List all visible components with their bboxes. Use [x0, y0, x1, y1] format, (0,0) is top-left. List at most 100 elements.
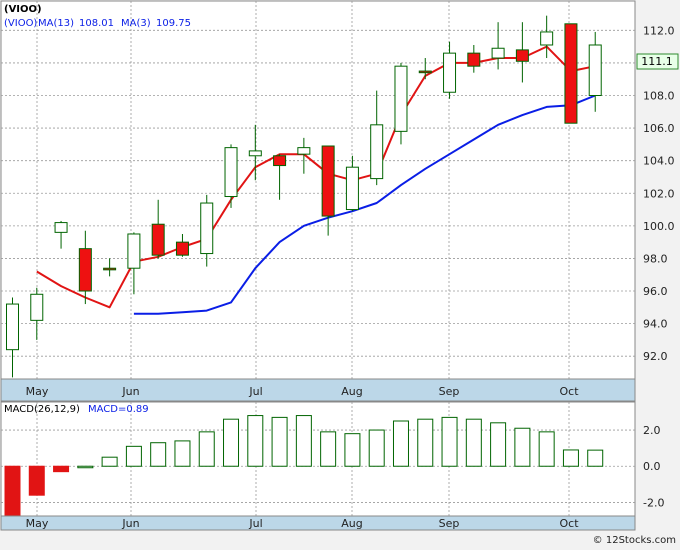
- price-y-tick-label: 108.0: [643, 90, 675, 103]
- price-y-tick-label: 104.0: [643, 155, 675, 168]
- ma-short-value: 109.75: [156, 18, 191, 29]
- macd-bar-positive: [150, 442, 167, 467]
- macd-bar-positive: [174, 440, 191, 467]
- macd-month-label: Jun: [121, 517, 139, 530]
- candle-body: [443, 52, 457, 93]
- macd-bar-positive: [320, 431, 337, 467]
- price-month-label: May: [26, 385, 49, 398]
- candle-up: [345, 155, 359, 212]
- candle-up: [443, 41, 457, 99]
- candle-body: [273, 155, 287, 167]
- price-y-tick-label: 112.0: [643, 24, 675, 37]
- macd-bar-positive: [417, 418, 434, 467]
- price-month-label: Jul: [248, 385, 262, 398]
- candle-body: [175, 241, 189, 256]
- macd-bar-positive: [198, 431, 215, 467]
- macd-bar-positive: [101, 456, 118, 467]
- candle-down: [515, 22, 529, 83]
- price-month-label: Aug: [341, 385, 362, 398]
- candle-down: [273, 154, 287, 200]
- macd-bar-positive: [344, 433, 361, 467]
- macd-bar-positive: [295, 415, 312, 467]
- macd-bar-positive: [271, 416, 288, 467]
- price-y-tick-label: 92.0: [643, 350, 668, 363]
- candle-down: [175, 233, 189, 257]
- candle-body: [588, 44, 602, 96]
- candle-up: [248, 124, 262, 181]
- price-month-labels: May Jun Jul Aug Sep Oct: [26, 385, 580, 398]
- candle-down: [103, 258, 117, 277]
- ma-13-line: [133, 94, 596, 315]
- price-legend-ticker: (VIOO): [4, 18, 37, 29]
- macd-bar-positive: [490, 422, 507, 467]
- macd-bar-positive: [392, 420, 409, 467]
- macd-bar-positive: [125, 445, 142, 467]
- price-month-strip: [0, 378, 636, 402]
- candle-up: [6, 297, 19, 378]
- macd-y-tick-label: 0.0: [643, 460, 661, 473]
- price-month-label: Oct: [559, 385, 579, 398]
- last-price-value: 111.1: [641, 55, 673, 68]
- macd-bar-negative: [4, 465, 21, 517]
- candle-body: [6, 303, 19, 351]
- candle-body: [491, 47, 505, 59]
- macd-header: MACD(26,12,9) MACD=0.89: [4, 404, 149, 415]
- macd-bar-positive: [514, 427, 531, 467]
- candle-body: [54, 222, 68, 233]
- candle-up: [588, 31, 602, 112]
- ma-short-label: MA(3): [121, 18, 151, 29]
- macd-month-labels: May Jun Jul Aug Sep Oct: [26, 517, 580, 530]
- candle-down: [321, 145, 335, 236]
- candle-up: [540, 15, 554, 59]
- macd-bar-positive: [562, 449, 579, 467]
- candle-body: [78, 248, 92, 292]
- candle-body: [248, 150, 262, 157]
- last-price-badge: 111.1: [636, 53, 679, 70]
- ma-long-value: 108.01: [79, 18, 114, 29]
- macd-value: MACD=0.89: [88, 404, 149, 415]
- macd-y-ticks: -2.0 0.0 2.0: [643, 424, 664, 509]
- candle-down: [564, 23, 578, 124]
- candle-up: [30, 287, 44, 340]
- macd-month-label: Sep: [439, 517, 460, 530]
- ma-long-label: MA(13): [38, 18, 74, 29]
- price-y-tick-label: 102.0: [643, 187, 675, 200]
- candle-body: [540, 31, 554, 46]
- price-y-tick-label: 100.0: [643, 220, 675, 233]
- candle-up: [200, 194, 214, 267]
- candle-body: [515, 49, 529, 62]
- candle-body: [418, 70, 432, 74]
- last-price-box: [636, 53, 679, 70]
- candle-up: [394, 62, 408, 145]
- macd-bar-negative: [28, 465, 45, 496]
- macd-bar-positive: [368, 429, 385, 467]
- macd-bar-positive: [441, 416, 458, 467]
- symbol-label: (VIOO): [4, 4, 42, 15]
- candle-body: [151, 223, 165, 256]
- price-header: (VIOO) (VIOO) MA(13) 108.01 MA(3) 109.75: [4, 4, 191, 29]
- price-month-label: Jun: [121, 385, 139, 398]
- watermark: © 12Stocks.com: [593, 535, 676, 546]
- candle-body: [394, 65, 408, 132]
- price-y-tick-label: 98.0: [643, 252, 668, 265]
- price-candles: [6, 15, 602, 378]
- candle-body: [467, 52, 481, 67]
- candle-body: [200, 202, 214, 255]
- macd-bars: [4, 415, 604, 517]
- candle-body: [30, 293, 44, 321]
- macd-bar-positive: [465, 418, 482, 467]
- candle-down: [78, 230, 92, 305]
- candle-up: [370, 90, 384, 186]
- price-panel: 92.0 94.0 96.0 98.0 100.0 102.0 104.0 106.0 108.…: [0, 0, 679, 402]
- candle-body: [224, 147, 238, 198]
- macd-bar-negative: [53, 465, 70, 473]
- candle-up: [297, 137, 311, 174]
- candle-down: [467, 44, 481, 73]
- price-month-label: Sep: [439, 385, 460, 398]
- price-y-tick-label: 106.0: [643, 122, 675, 135]
- candle-up: [491, 22, 505, 70]
- candle-up: [224, 144, 238, 208]
- candle-body: [297, 147, 311, 155]
